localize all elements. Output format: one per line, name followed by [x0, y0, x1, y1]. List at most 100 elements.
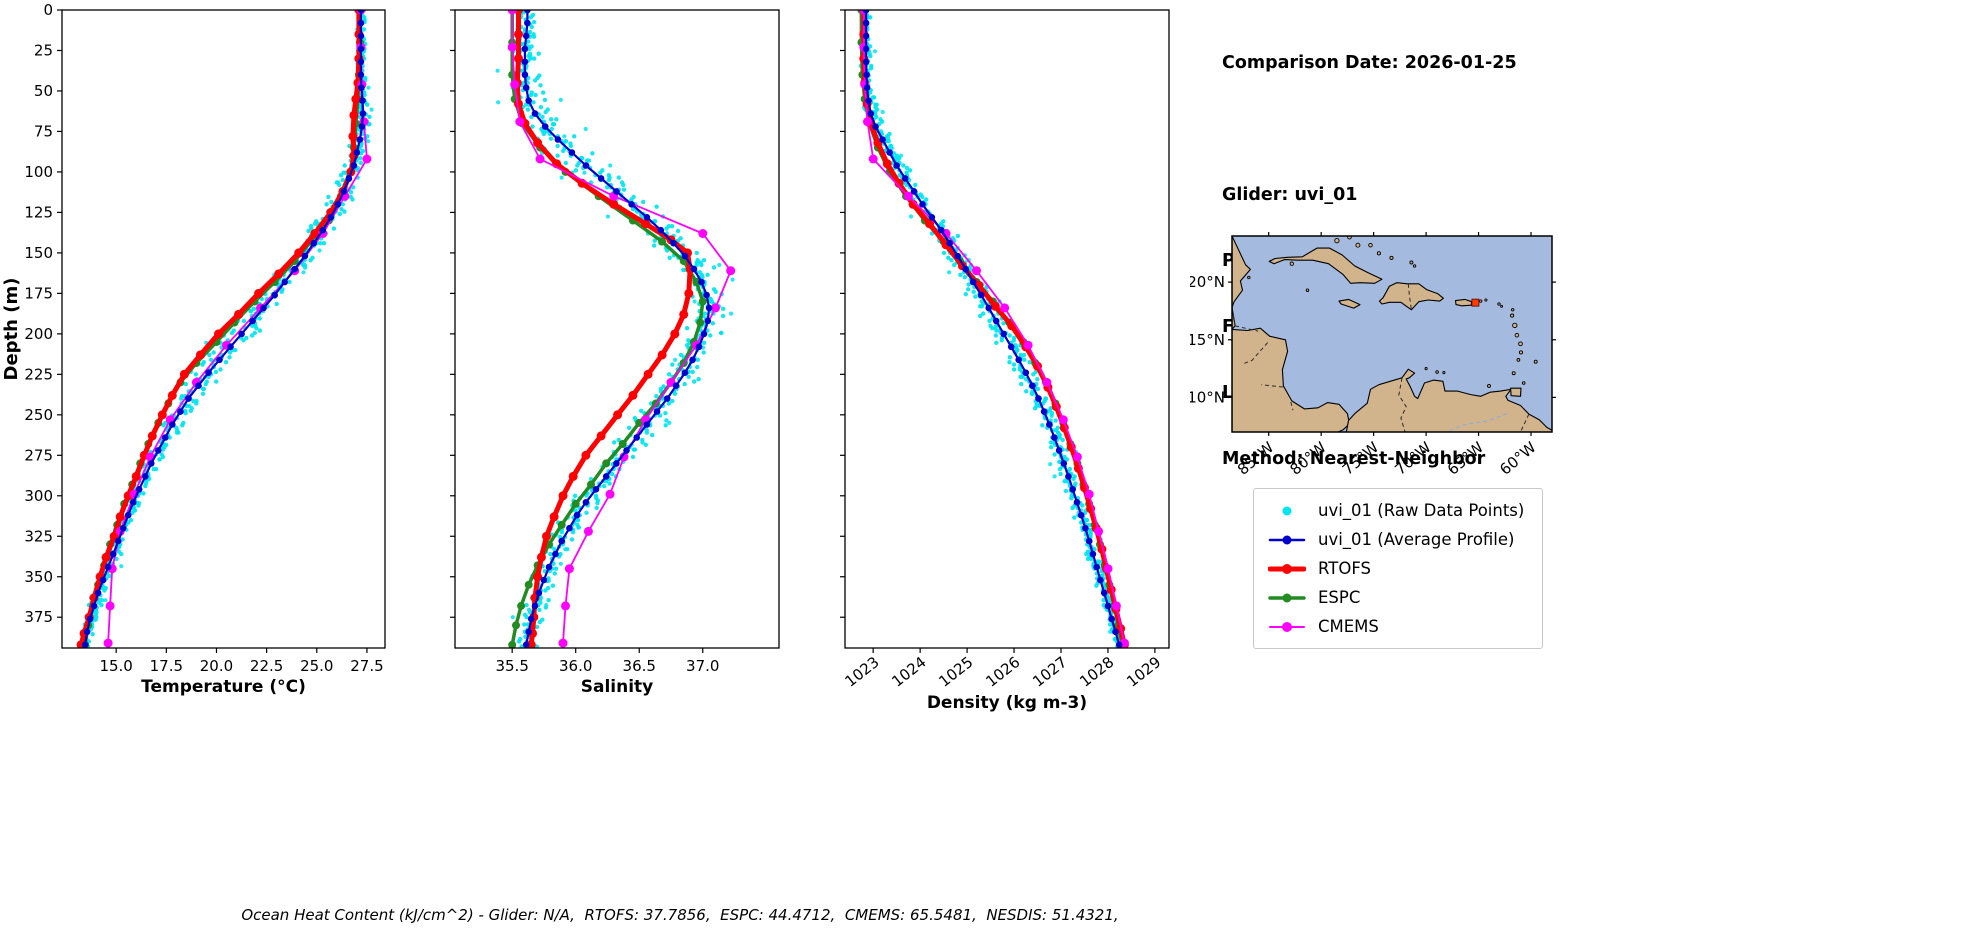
y-tick-label: 75	[34, 122, 53, 140]
map-border	[1234, 325, 1259, 332]
y-tick-label: 50	[34, 82, 53, 100]
map-island	[1511, 371, 1516, 376]
legend-marker-icon	[1282, 506, 1292, 515]
legend-item-uvi-01-average-profile: uvi_01 (Average Profile)	[1268, 530, 1524, 549]
method: Method: Nearest-Neighbor	[1222, 449, 1486, 469]
temperature-plot: 15.0 17.5 20.0 22.5 25.0 27.5 0 25 50 75 100 125 150…	[1, 1, 386, 697]
map-border	[1261, 384, 1283, 388]
series-cmems	[103, 10, 372, 648]
map-border	[1520, 413, 1530, 432]
map-border	[1242, 342, 1269, 365]
map-lon-label: 70°W	[1391, 438, 1434, 479]
y-tick-label: 125	[24, 203, 53, 221]
map-lat-label: 10°N	[1190, 388, 1225, 406]
map-lon-label: 80°W	[1286, 438, 1329, 479]
series-uvi-01-raw-data-points	[858, 10, 1125, 648]
legend-label: ESPC	[1318, 588, 1361, 607]
map-landmass	[1454, 298, 1473, 307]
map-island	[1497, 302, 1501, 306]
y-tick-label: 250	[24, 406, 53, 424]
x-tick-label: 20.0	[200, 657, 233, 675]
y-tick-label: 200	[24, 325, 53, 343]
legend-label: uvi_01 (Average Profile)	[1318, 530, 1515, 549]
salinity-frame	[454, 9, 780, 649]
y-tick-label: 350	[24, 568, 53, 586]
map-landmass	[1345, 368, 1552, 432]
x-tick-label: 1028	[1076, 653, 1117, 691]
map-lon-label: 60°W	[1496, 438, 1539, 479]
legend-item-cmems: CMEMS	[1268, 617, 1524, 636]
map-island	[1289, 261, 1294, 266]
x-tick-label: 1026	[982, 653, 1023, 691]
map-island	[1368, 242, 1373, 248]
y-tick-label: 300	[24, 487, 53, 505]
y-tick-label: 0	[43, 1, 53, 19]
map-island	[1512, 322, 1518, 329]
map-island	[1518, 341, 1523, 347]
map-island	[1510, 313, 1515, 318]
x-tick-label: 35.5	[495, 657, 528, 675]
legend-label: CMEMS	[1318, 617, 1379, 636]
y-tick-label: 25	[34, 41, 53, 59]
legend-marker-icon	[1268, 535, 1306, 544]
y-tick-label: 375	[24, 608, 53, 626]
legend-item-espc: ESPC	[1268, 588, 1524, 607]
map-island	[1514, 332, 1520, 338]
ohc-caption: Ocean Heat Content (kJ/cm^2) - Glider: N…	[241, 906, 1119, 924]
legend: uvi_01 (Raw Data Points) uvi_01 (Average …	[1253, 488, 1544, 649]
y-tick-label: 175	[24, 284, 53, 302]
temperature-frame	[61, 9, 386, 649]
map-island	[1484, 298, 1488, 302]
map-border	[1398, 377, 1407, 432]
map-lon-label: 65°W	[1444, 438, 1487, 479]
salinity-plot: 35.5 36.0 36.5 37.0 Salinity	[450, 9, 780, 697]
x-tick-label: 27.5	[350, 657, 383, 675]
legend-item-uvi-01-raw-data-points: uvi_01 (Raw Data Points)	[1268, 501, 1524, 520]
x-tick-label: 1023	[841, 653, 882, 691]
profile-charts: 15.0 17.5 20.0 22.5 25.0 27.5 0 25 50 75 100 125 150…	[1, 1, 1170, 713]
x-tick-label: 15.0	[99, 657, 132, 675]
y-tick-label: 150	[24, 244, 53, 262]
map-border	[1290, 401, 1294, 411]
map-frame	[1231, 235, 1553, 433]
series-rtofs	[512, 10, 695, 648]
map-island	[1247, 275, 1251, 280]
depth-axis-label: Depth (m)	[1, 278, 22, 381]
density-frame	[844, 9, 1170, 649]
map-island	[1305, 288, 1310, 292]
series-uvi-01-average-profile	[81, 10, 367, 648]
map-island	[1409, 260, 1414, 265]
map-island	[1533, 359, 1538, 364]
x-tick-label: 36.5	[623, 657, 656, 675]
map-landmass	[1378, 282, 1444, 311]
x-tick-label: 1027	[1029, 653, 1070, 691]
map-landmass	[1268, 247, 1383, 284]
map-island	[1500, 304, 1504, 308]
map-lat-label: 15°N	[1190, 331, 1225, 349]
map-lon-label: 85°W	[1234, 438, 1277, 479]
map-island	[1487, 383, 1491, 388]
x-tick-label: 1029	[1123, 653, 1164, 691]
map-lon-label: 75°W	[1339, 438, 1382, 479]
legend-label: uvi_01 (Raw Data Points)	[1318, 501, 1525, 520]
map-river	[1446, 413, 1508, 432]
x-tick-label: 22.5	[250, 657, 283, 675]
map-landmass	[1510, 387, 1522, 397]
map-island	[1511, 308, 1515, 312]
map-island	[1389, 255, 1394, 260]
x-tick-label: 36.0	[559, 657, 592, 675]
info-spacer	[1222, 118, 1517, 140]
map-island	[1516, 358, 1521, 362]
x-tick-label: 1025	[935, 653, 976, 691]
x-tick-label: 1024	[888, 653, 929, 691]
y-tick-label: 225	[24, 365, 53, 383]
glider-name: Glider: uvi_01	[1222, 185, 1358, 205]
map-border	[1407, 283, 1412, 310]
caribbean-map: 85°W 80°W 75°W 70°W 65°W 60°W 10°N 15°N 20°N	[1190, 232, 1556, 479]
map-landmass	[1338, 298, 1361, 309]
map-island	[1518, 350, 1524, 355]
series-uvi-01-average-profile	[862, 10, 1123, 648]
map-island	[1479, 299, 1483, 303]
density-axis-label: Density (kg m-3)	[927, 693, 1087, 713]
